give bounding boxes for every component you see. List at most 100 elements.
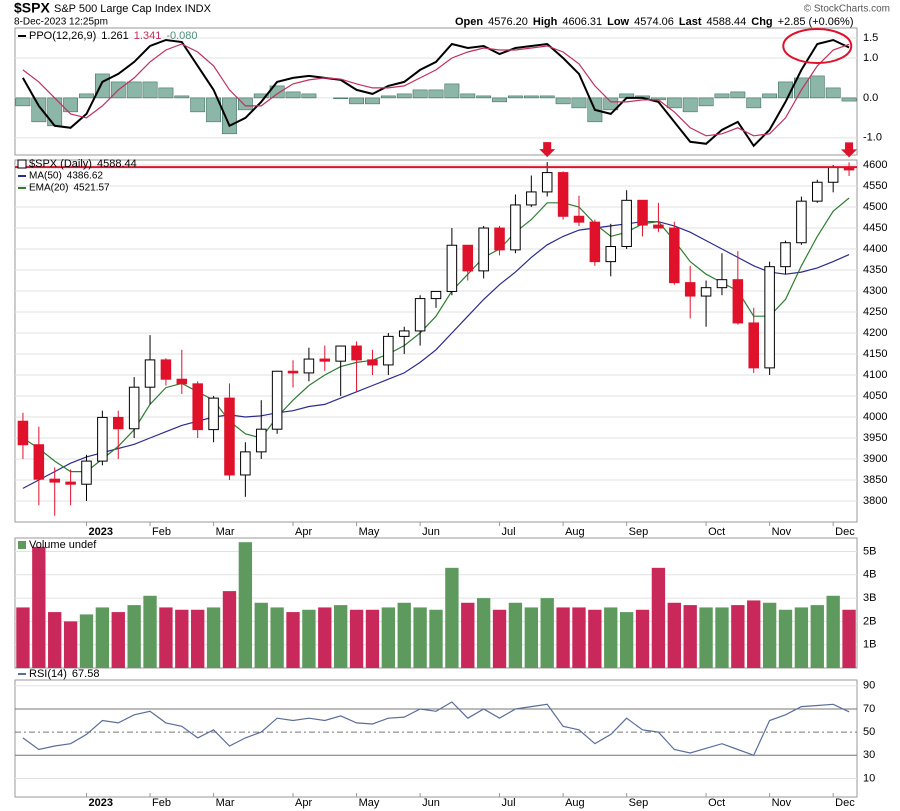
candle-body <box>240 451 251 476</box>
volume-bar <box>16 607 30 668</box>
y-tick-label: 1.0 <box>863 52 878 64</box>
volume-bar <box>63 621 78 668</box>
quote-label: Last <box>679 16 702 28</box>
y-tick-label: 4300 <box>863 285 887 297</box>
candle-body <box>17 420 29 446</box>
ppo-histogram-bar <box>333 97 349 99</box>
panel-frame <box>14 679 858 798</box>
candle-body <box>287 370 299 374</box>
legend-swatch <box>17 159 27 169</box>
candle-body <box>65 481 76 485</box>
candle-body <box>367 359 378 366</box>
candle-body <box>97 416 108 462</box>
legend-label: MA(50) <box>29 171 62 182</box>
x-tick-label: Nov <box>772 797 792 809</box>
x-tick-label: Aug <box>565 526 585 538</box>
candle-body <box>462 244 474 272</box>
volume-bar <box>826 595 840 668</box>
candle-body <box>573 215 585 223</box>
volume-bar <box>349 609 364 668</box>
x-tick-label: Jul <box>502 797 516 809</box>
legend-value: 4386.62 <box>67 171 104 182</box>
volume-bar <box>127 605 141 668</box>
rsi-line <box>22 701 850 757</box>
candle-body <box>128 386 140 430</box>
y-tick-label: 3800 <box>863 495 887 507</box>
x-tick-label: Aug <box>565 797 585 809</box>
ppo-histogram-bar <box>762 93 778 99</box>
volume-bar <box>619 612 634 668</box>
y-tick-label: -1.0 <box>863 132 882 144</box>
quote-label: High <box>533 16 558 28</box>
x-tick-label: Feb <box>152 526 171 538</box>
moving-average <box>22 221 850 489</box>
ppo-histogram-bar <box>174 95 190 99</box>
ppo-histogram-bar <box>698 97 714 107</box>
y-tick-label: 4500 <box>863 201 887 213</box>
y-tick-label: 4B <box>863 569 876 581</box>
ppo-histogram-bar <box>571 97 587 109</box>
ppo-histogram-bar <box>523 95 539 99</box>
ppo-histogram-bar <box>396 93 412 99</box>
y-tick-label: 1.5 <box>863 32 878 44</box>
volume-bar <box>270 607 284 668</box>
candle-body <box>271 370 283 430</box>
y-tick-label: 4050 <box>863 390 887 402</box>
volume-bar <box>715 607 729 668</box>
quote-value: +2.85 (+0.06%) <box>778 16 854 28</box>
y-tick-label: 90 <box>863 680 875 692</box>
ppo-histogram-bar <box>730 91 746 99</box>
y-tick-label: 1B <box>863 639 876 651</box>
x-tick-label: Jul <box>502 526 516 538</box>
ppo-histogram-bar <box>809 75 825 99</box>
ppo-histogram-bar <box>539 95 555 99</box>
candle-body <box>335 345 346 362</box>
x-tick-label: May <box>359 526 380 538</box>
x-tick-label: 2023 <box>88 526 112 538</box>
quote-label: Chg <box>751 16 772 28</box>
volume-bar <box>381 607 396 668</box>
x-tick-label: Dec <box>835 797 855 809</box>
candle-body <box>255 428 267 453</box>
volume-bar <box>651 567 666 668</box>
candle-body <box>224 397 235 476</box>
ppo-histogram-bar <box>365 97 380 105</box>
y-tick-label: 4250 <box>863 306 887 318</box>
ppo-line <box>22 38 850 148</box>
quote-label: Low <box>607 16 629 28</box>
ppo-histogram-bar <box>682 97 698 113</box>
ppo-histogram-bar <box>15 97 31 107</box>
ppo-histogram-bar <box>206 97 221 123</box>
arrow <box>539 142 556 158</box>
candle-body <box>192 383 203 431</box>
ppo-histogram-bar <box>476 95 492 99</box>
ppo-histogram-bar <box>301 93 317 99</box>
candle-body <box>684 282 696 297</box>
ppo-histogram-bar <box>190 97 206 113</box>
candle-body <box>303 358 315 374</box>
symbol: $SPX <box>14 0 50 16</box>
y-tick-label: 4600 <box>863 159 887 171</box>
volume-bar <box>445 567 459 668</box>
volume-bar <box>683 605 697 668</box>
volume-bar <box>175 609 189 668</box>
legend-label: EMA(20) <box>29 183 68 194</box>
volume-bar <box>365 609 380 668</box>
y-tick-label: 30 <box>863 749 875 761</box>
legend-value: 67.58 <box>72 668 100 680</box>
y-tick-label: 3950 <box>863 432 887 444</box>
ppo-histogram-bar <box>63 97 79 113</box>
volume-bar <box>540 598 554 668</box>
candle-body <box>414 298 426 332</box>
candle-body <box>589 221 601 263</box>
x-tick-label: 2023 <box>88 797 112 809</box>
candle-body <box>557 172 569 217</box>
candle-body <box>478 227 489 272</box>
candle-body <box>637 199 648 226</box>
candle-body <box>446 244 458 292</box>
candle-body <box>81 460 92 485</box>
x-tick-label: Feb <box>152 797 171 809</box>
y-tick-label: 3B <box>863 592 876 604</box>
volume-bar <box>524 607 538 668</box>
y-tick-label: 0.0 <box>863 92 878 104</box>
